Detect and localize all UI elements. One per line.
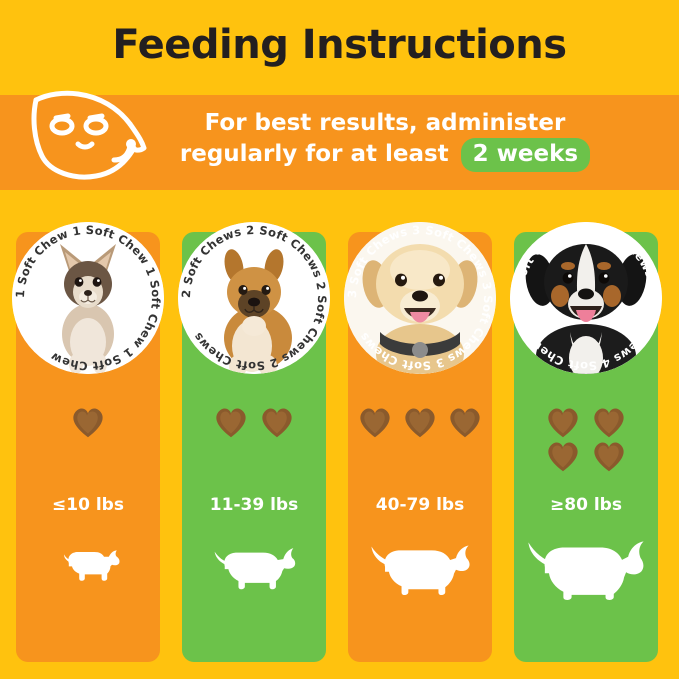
- badge-ring-text-1: 1 Soft Chew 1 Soft Chew 1 Soft Chew 1 So…: [13, 223, 163, 373]
- treat-heart-icon: [212, 405, 250, 439]
- treat-group-3: [348, 405, 492, 475]
- treat-group-1: [16, 405, 160, 475]
- svg-text:2 Soft Chews 2 Soft Chews 2 So: 2 Soft Chews 2 Soft Chews 2 Soft Chews 2…: [179, 223, 329, 373]
- bernese-mountain-dog-photo: [510, 222, 662, 374]
- dog-silhouette-3: [348, 528, 492, 618]
- duration-badge: 2 weeks: [460, 138, 591, 172]
- treat-heart-icon: [544, 439, 582, 473]
- badge-ring-text-3: 3 Soft Chews 3 Soft Chews 3 Soft Chews 3…: [345, 223, 495, 373]
- chihuahua-photo: [12, 222, 164, 374]
- dog-badge-1: 1 Soft Chew 1 Soft Chew 1 Soft Chew 1 So…: [12, 222, 164, 374]
- dog-badge-2: 2 Soft Chews 2 Soft Chews 2 Soft Chews 2…: [178, 222, 330, 374]
- treat-row-bottom: [514, 439, 658, 473]
- weight-label-4: ≥80 lbs: [550, 495, 622, 515]
- french-bulldog-photo: [178, 222, 330, 374]
- treat-heart-icon: [446, 405, 484, 439]
- svg-text:4 Soft Chews 4 Soft Chews 4 So: 4 Soft Chews 4 Soft Chews 4 Soft Chews 4…: [511, 223, 661, 373]
- svg-text:1 Soft Chew 1 Soft Chew 1 Soft: 1 Soft Chew 1 Soft Chew 1 Soft Chew 1 So…: [13, 223, 163, 373]
- treat-heart-icon: [258, 405, 296, 439]
- treat-heart-icon: [544, 405, 582, 439]
- weight-label-3: 40-79 lbs: [375, 495, 465, 515]
- weight-label-2: 11-39 lbs: [209, 495, 299, 515]
- dog-badge-3: 3 Soft Chews 3 Soft Chews 3 Soft Chews 3…: [344, 222, 496, 374]
- banner-text: For best results, administer regularly f…: [150, 108, 620, 172]
- treat-heart-icon: [590, 405, 628, 439]
- page-title: Feeding Instructions: [112, 22, 567, 68]
- golden-retriever-puppy-photo: [344, 222, 496, 374]
- treat-group-4: [514, 405, 658, 475]
- dog-silhouette-2: [182, 528, 326, 618]
- dog-silhouette-1: [16, 528, 160, 618]
- dog-head-logo: [18, 82, 148, 192]
- dog-badge-4: 4 Soft Chews 4 Soft Chews 4 Soft Chews 4…: [510, 222, 662, 374]
- badge-ring-text-2: 2 Soft Chews 2 Soft Chews 2 Soft Chews 2…: [179, 223, 329, 373]
- svg-text:3 Soft Chews 3 Soft Chews 3 So: 3 Soft Chews 3 Soft Chews 3 Soft Chews 3…: [345, 223, 495, 373]
- dog-silhouette-4: [514, 528, 658, 618]
- treat-heart-icon: [356, 405, 394, 439]
- badge-ring-text-4: 4 Soft Chews 4 Soft Chews 4 Soft Chews 4…: [511, 223, 661, 373]
- weight-label-1: ≤10 lbs: [52, 495, 124, 515]
- treat-row-top: [514, 405, 658, 439]
- treat-heart-icon: [69, 405, 107, 439]
- treat-heart-icon: [590, 439, 628, 473]
- treat-group-2: [182, 405, 326, 475]
- banner-line-2: regularly for at least: [179, 141, 449, 167]
- banner-line-1: For best results, administer: [204, 110, 566, 136]
- treat-heart-icon: [401, 405, 439, 439]
